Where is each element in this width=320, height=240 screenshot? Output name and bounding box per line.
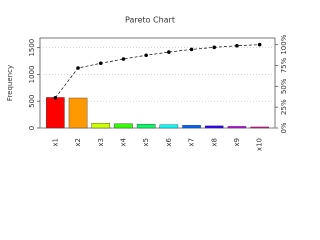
bar [68, 97, 88, 129]
cumulative-point [121, 57, 126, 61]
cumulative-point [235, 43, 239, 48]
cumulative-point [257, 42, 262, 47]
bar [114, 123, 133, 129]
x-tick-label: x3 [97, 138, 105, 147]
bar [136, 124, 156, 129]
bar [46, 97, 65, 129]
bar [227, 126, 247, 129]
y2-tick-label: 75% [280, 57, 288, 73]
y2-tick-label: 50% [280, 78, 288, 94]
x-tick-label: x4 [119, 137, 127, 146]
cumulative-point [189, 47, 194, 52]
bar [204, 125, 224, 129]
x-tick-label: x6 [165, 137, 173, 146]
cumulative-point [76, 66, 80, 70]
cumulative-point [144, 53, 148, 58]
x-tick-label: x10 [256, 138, 264, 151]
bar [250, 126, 269, 129]
y-tick-label: 1000 [28, 66, 36, 84]
y2-tick-label: 25% [280, 99, 288, 115]
y2-tick-label: 0% [280, 122, 288, 133]
chart: Pareto Chart Frequency 0 500 1000 1500 0% 25%… [0, 0, 296, 170]
bar [159, 124, 179, 129]
cumulative-point [212, 45, 217, 50]
x-tick-label: x2 [74, 138, 82, 147]
y-tick-label: 1500 [28, 39, 36, 57]
y-tick-label: 0 [28, 126, 36, 130]
bar [182, 125, 201, 129]
bar [91, 122, 111, 129]
chart-title: Pareto Chart [125, 16, 175, 25]
x-tick-label: x9 [233, 138, 241, 147]
cumulative-point [98, 61, 103, 66]
x-tick-label: x8 [210, 138, 218, 147]
y-tick-label: 500 [28, 95, 36, 108]
cumulative-line [55, 44, 260, 98]
y-axis-label: Frequency [6, 65, 14, 101]
x-tick-label: x1 [51, 138, 59, 147]
cumulative-point [53, 95, 58, 100]
x-tick-label: x5 [142, 138, 150, 147]
page: Pareto Chart Frequency 0 500 1000 1500 0% 25%… [0, 0, 296, 170]
cumulative-point [167, 50, 171, 54]
y2-tick-label: 100% [280, 34, 288, 54]
x-tick-label: x7 [188, 138, 196, 147]
background [0, 0, 296, 170]
